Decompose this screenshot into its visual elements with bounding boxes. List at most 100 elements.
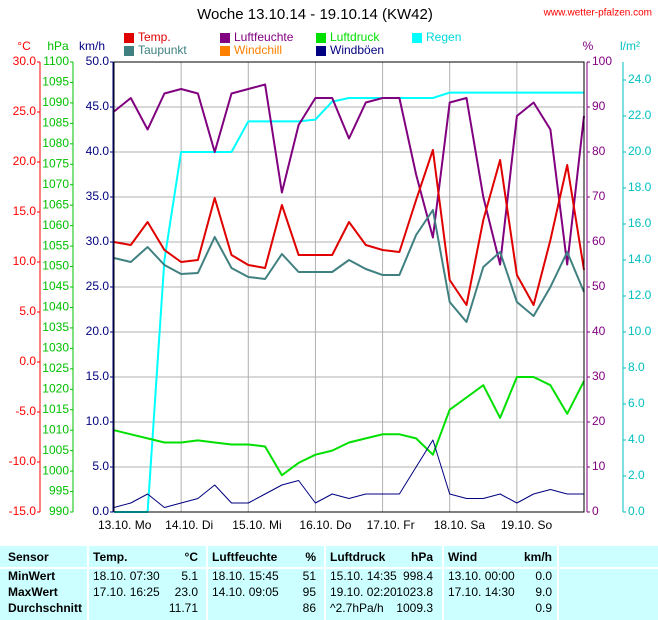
y-tick-label: 35.0 [86, 189, 110, 203]
table-cell: Temp. [93, 550, 127, 564]
legend-swatch [316, 46, 326, 56]
y-tick-label: -5.0 [15, 404, 36, 418]
y-tick-label: 1030 [42, 341, 69, 355]
y-tick-label: 25.0 [86, 279, 110, 293]
y-tick-label: 1000 [42, 463, 69, 477]
y-tick-label: 1025 [42, 361, 69, 375]
series-line [113, 209, 585, 323]
chart-title: Woche 13.10.14 - 19.10.14 (KW42) [197, 6, 433, 23]
y-tick-label: 1070 [42, 177, 69, 191]
legend-swatch [124, 46, 134, 56]
y-tick-label: 20.0 [13, 154, 37, 168]
y-tick-label: 30.0 [13, 54, 37, 68]
table-background [0, 546, 658, 620]
table-cell: 18.10. 07:30 [93, 569, 160, 583]
y-tick-label: 990 [49, 504, 69, 518]
table-cell: MaxWert [8, 585, 58, 599]
y-tick-label: -15.0 [9, 504, 37, 518]
table-cell: Sensor [8, 550, 49, 564]
table-cell: 15.10. 14:35 [330, 569, 397, 583]
table-cell: 23.0 [175, 585, 199, 599]
x-tick-label: 16.10. Do [299, 518, 351, 532]
legend-swatch [412, 33, 422, 43]
series-line [113, 149, 585, 306]
y-tick-label: 16.0 [628, 216, 652, 230]
y-tick-label: 1095 [42, 75, 69, 89]
table-cell: ^2.7hPa/h [330, 601, 384, 615]
y-tick-label: 8.0 [628, 360, 645, 374]
y-tick-label: 4.0 [628, 432, 645, 446]
table-cell: 998.4 [403, 569, 433, 583]
legend-label: Temp. [138, 30, 171, 44]
table-cell: 17.10. 14:30 [448, 585, 515, 599]
y-tick-label: 15.0 [13, 204, 37, 218]
y-tick-label: 0.0 [628, 504, 645, 518]
table-cell: Luftfeuchte [212, 550, 278, 564]
legend-swatch [316, 33, 326, 43]
y-tick-label: 1060 [42, 218, 69, 232]
y-tick-label: 1100 [43, 54, 69, 68]
y-tick-label: 1055 [42, 238, 69, 252]
table-cell: 13.10. 00:00 [448, 569, 515, 583]
plot-border [113, 61, 585, 513]
table-cell: 86 [303, 601, 317, 615]
table-cell: Durchschnitt [8, 601, 82, 615]
table-cell: 14.10. 09:05 [212, 585, 279, 599]
y-tick-label: 22.0 [628, 108, 652, 122]
y-tick-label: 6.0 [628, 396, 645, 410]
y-tick-label: 25.0 [13, 104, 37, 118]
y-tick-label: 60 [592, 234, 606, 248]
y-tick-label: 18.0 [628, 180, 652, 194]
y-tick-label: 100 [592, 54, 612, 68]
y-tick-label: 5.0 [92, 459, 109, 473]
y-tick-label: 1035 [42, 320, 69, 334]
x-tick-label: 17.10. Fr [367, 518, 415, 532]
table-cell: 9.0 [535, 585, 552, 599]
y-tick-label: 90 [592, 99, 606, 113]
legend-swatch [220, 33, 230, 43]
x-tick-label: 13.10. Mo [98, 518, 152, 532]
y-tick-label: 995 [49, 484, 69, 498]
y-tick-label: 1005 [42, 443, 69, 457]
y-tick-label: 1010 [42, 422, 69, 436]
y-tick-label: 10 [592, 459, 606, 473]
y-tick-label: 1075 [42, 156, 69, 170]
x-tick-label: 18.10. Sa [434, 518, 486, 532]
series-line [113, 376, 585, 477]
y-tick-label: 1020 [42, 381, 69, 395]
axis-label: °C [17, 39, 31, 53]
y-tick-label: 70 [592, 189, 606, 203]
y-tick-label: 20.0 [628, 144, 652, 158]
y-tick-label: 12.0 [628, 288, 652, 302]
y-tick-label: 1040 [42, 300, 69, 314]
y-tick-label: 1090 [42, 95, 69, 109]
series-line [114, 91, 584, 513]
legend-swatch [124, 33, 134, 43]
y-tick-label: 14.0 [628, 252, 652, 266]
y-tick-label: 30.0 [86, 234, 110, 248]
table-cell: 1023.8 [396, 585, 433, 599]
table-cell: 0.9 [535, 601, 552, 615]
y-tick-label: 50 [592, 279, 606, 293]
table-cell: °C [185, 550, 199, 564]
table-cell: 5.1 [181, 569, 198, 583]
axis-label: l/m² [620, 39, 640, 53]
axis-label: hPa [47, 39, 69, 53]
legend-label: Luftfeuchte [234, 30, 294, 44]
y-tick-label: 10.0 [628, 324, 652, 338]
x-tick-label: 15.10. Mi [232, 518, 281, 532]
y-tick-label: 1050 [42, 259, 69, 273]
table-cell: hPa [411, 550, 433, 564]
y-tick-label: 1045 [42, 279, 69, 293]
y-tick-label: 1080 [42, 136, 69, 150]
table-cell: 19.10. 02:20 [330, 585, 397, 599]
y-tick-label: 80 [592, 144, 606, 158]
legend-label: Taupunkt [138, 43, 187, 57]
table-cell: 1009.3 [396, 601, 433, 615]
x-tick-label: 19.10. So [501, 518, 553, 532]
table-cell: 0.0 [535, 569, 552, 583]
legend-label: Regen [426, 30, 461, 44]
y-tick-label: 2.0 [628, 468, 645, 482]
series-line [113, 83, 585, 266]
